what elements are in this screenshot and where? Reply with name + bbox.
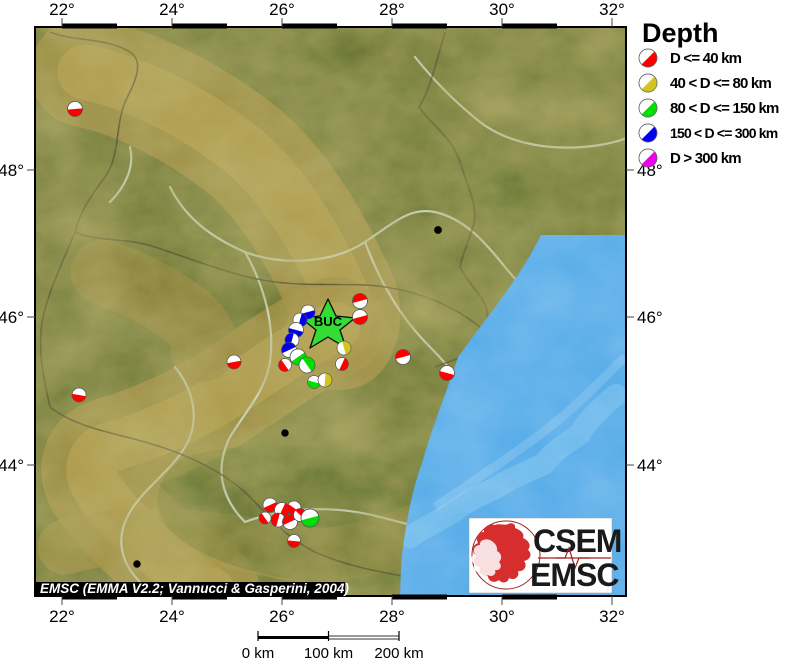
svg-text:100 km: 100 km xyxy=(304,645,353,662)
svg-text:BUC: BUC xyxy=(314,314,343,329)
svg-text:200 km: 200 km xyxy=(374,645,423,662)
svg-text:CSEM: CSEM xyxy=(533,523,621,559)
svg-text:EMSC (EMMA V2.2; Vannucci & Ga: EMSC (EMMA V2.2; Vannucci & Gasperini, 2… xyxy=(40,581,349,596)
svg-text:26°: 26° xyxy=(269,0,295,19)
svg-text:22°: 22° xyxy=(49,607,75,626)
svg-text:D <= 40 km: D <= 40 km xyxy=(670,50,742,67)
svg-text:32°: 32° xyxy=(599,607,625,626)
svg-text:46°: 46° xyxy=(637,308,663,327)
svg-text:150 < D <= 300 km: 150 < D <= 300 km xyxy=(670,125,778,141)
svg-text:28°: 28° xyxy=(379,0,405,19)
svg-text:D > 300 km: D > 300 km xyxy=(670,150,741,167)
svg-text:40 < D <= 80 km: 40 < D <= 80 km xyxy=(670,75,771,92)
svg-text:0 km: 0 km xyxy=(242,645,275,662)
svg-text:24°: 24° xyxy=(159,0,185,19)
svg-text:44°: 44° xyxy=(637,456,663,475)
svg-text:32°: 32° xyxy=(599,0,625,19)
svg-text:22°: 22° xyxy=(49,0,75,19)
svg-text:26°: 26° xyxy=(269,607,295,626)
svg-text:48°: 48° xyxy=(0,161,24,180)
svg-text:EMSC: EMSC xyxy=(530,557,619,593)
svg-text:Depth: Depth xyxy=(642,18,719,48)
svg-text:46°: 46° xyxy=(0,308,24,327)
svg-text:30°: 30° xyxy=(489,607,515,626)
svg-text:28°: 28° xyxy=(379,607,405,626)
svg-text:80 < D <= 150 km: 80 < D <= 150 km xyxy=(670,100,779,117)
svg-text:30°: 30° xyxy=(489,0,515,19)
svg-text:44°: 44° xyxy=(0,456,24,475)
svg-text:24°: 24° xyxy=(159,607,185,626)
